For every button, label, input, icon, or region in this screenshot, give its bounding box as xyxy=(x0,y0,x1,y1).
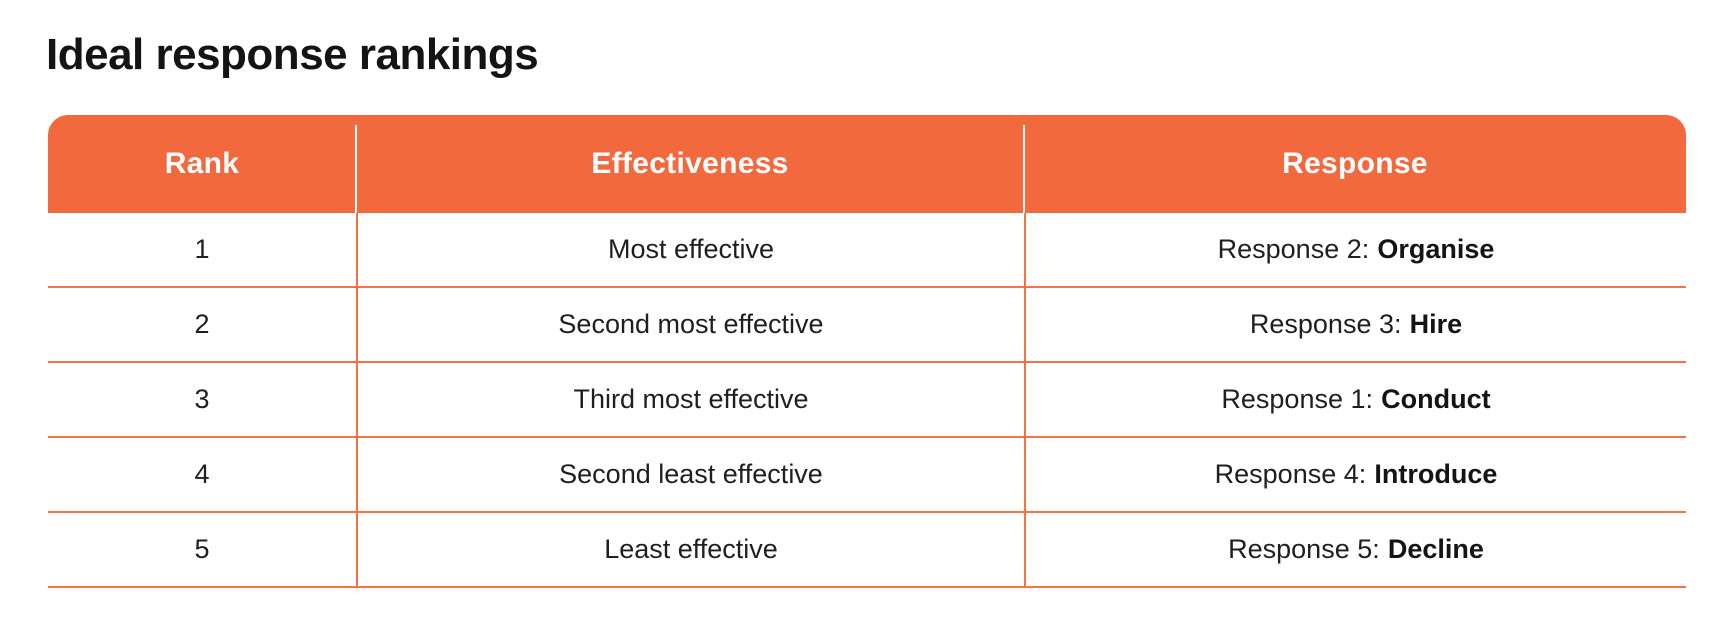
response-prefix: Response 3: xyxy=(1249,309,1402,339)
header-column-divider xyxy=(355,125,357,213)
header-column-divider xyxy=(1023,125,1025,213)
response-name: Hire xyxy=(1409,309,1463,339)
response-name: Introduce xyxy=(1374,459,1498,489)
table-row: 3 Third most effective Response 1: Conduc… xyxy=(48,363,1686,438)
response-cell: Response 1: Conduct xyxy=(1024,363,1686,436)
table-row: 1 Most effective Response 2: Organise xyxy=(48,213,1686,288)
rank-cell: 2 xyxy=(194,309,210,339)
page-title: Ideal response rankings xyxy=(46,30,539,79)
rank-cell: 3 xyxy=(194,384,210,414)
response-prefix: Response 1: xyxy=(1221,384,1374,414)
rank-cell: 1 xyxy=(194,234,210,264)
response-cell: Response 3: Hire xyxy=(1024,288,1686,361)
response-name: Organise xyxy=(1377,234,1495,264)
effectiveness-cell: Least effective xyxy=(356,513,1024,586)
table-row: 2 Second most effective Response 3: Hire xyxy=(48,288,1686,363)
effectiveness-cell: Most effective xyxy=(356,213,1024,286)
table-row: 4 Second least effective Response 4: Intr… xyxy=(48,438,1686,513)
table-header-row: Rank Effectiveness Response xyxy=(48,115,1686,213)
response-name: Decline xyxy=(1387,534,1484,564)
column-header-effectiveness: Effectiveness xyxy=(591,147,789,180)
effectiveness-cell: Second most effective xyxy=(356,288,1024,361)
effectiveness-cell: Third most effective xyxy=(356,363,1024,436)
response-cell: Response 4: Introduce xyxy=(1024,438,1686,511)
rank-cell: 4 xyxy=(194,459,210,489)
response-prefix: Response 2: xyxy=(1217,234,1370,264)
response-prefix: Response 4: xyxy=(1214,459,1367,489)
table-row: 5 Least effective Response 5: Decline xyxy=(48,513,1686,588)
response-cell: Response 2: Organise xyxy=(1024,213,1686,286)
column-header-rank: Rank xyxy=(164,147,240,180)
rankings-table: Rank Effectiveness Response 1 Most effec… xyxy=(48,115,1686,588)
response-name: Conduct xyxy=(1381,384,1491,414)
rank-cell: 5 xyxy=(194,534,210,564)
response-cell: Response 5: Decline xyxy=(1024,513,1686,586)
effectiveness-cell: Second least effective xyxy=(356,438,1024,511)
column-header-response: Response xyxy=(1282,147,1428,180)
response-prefix: Response 5: xyxy=(1228,534,1380,564)
